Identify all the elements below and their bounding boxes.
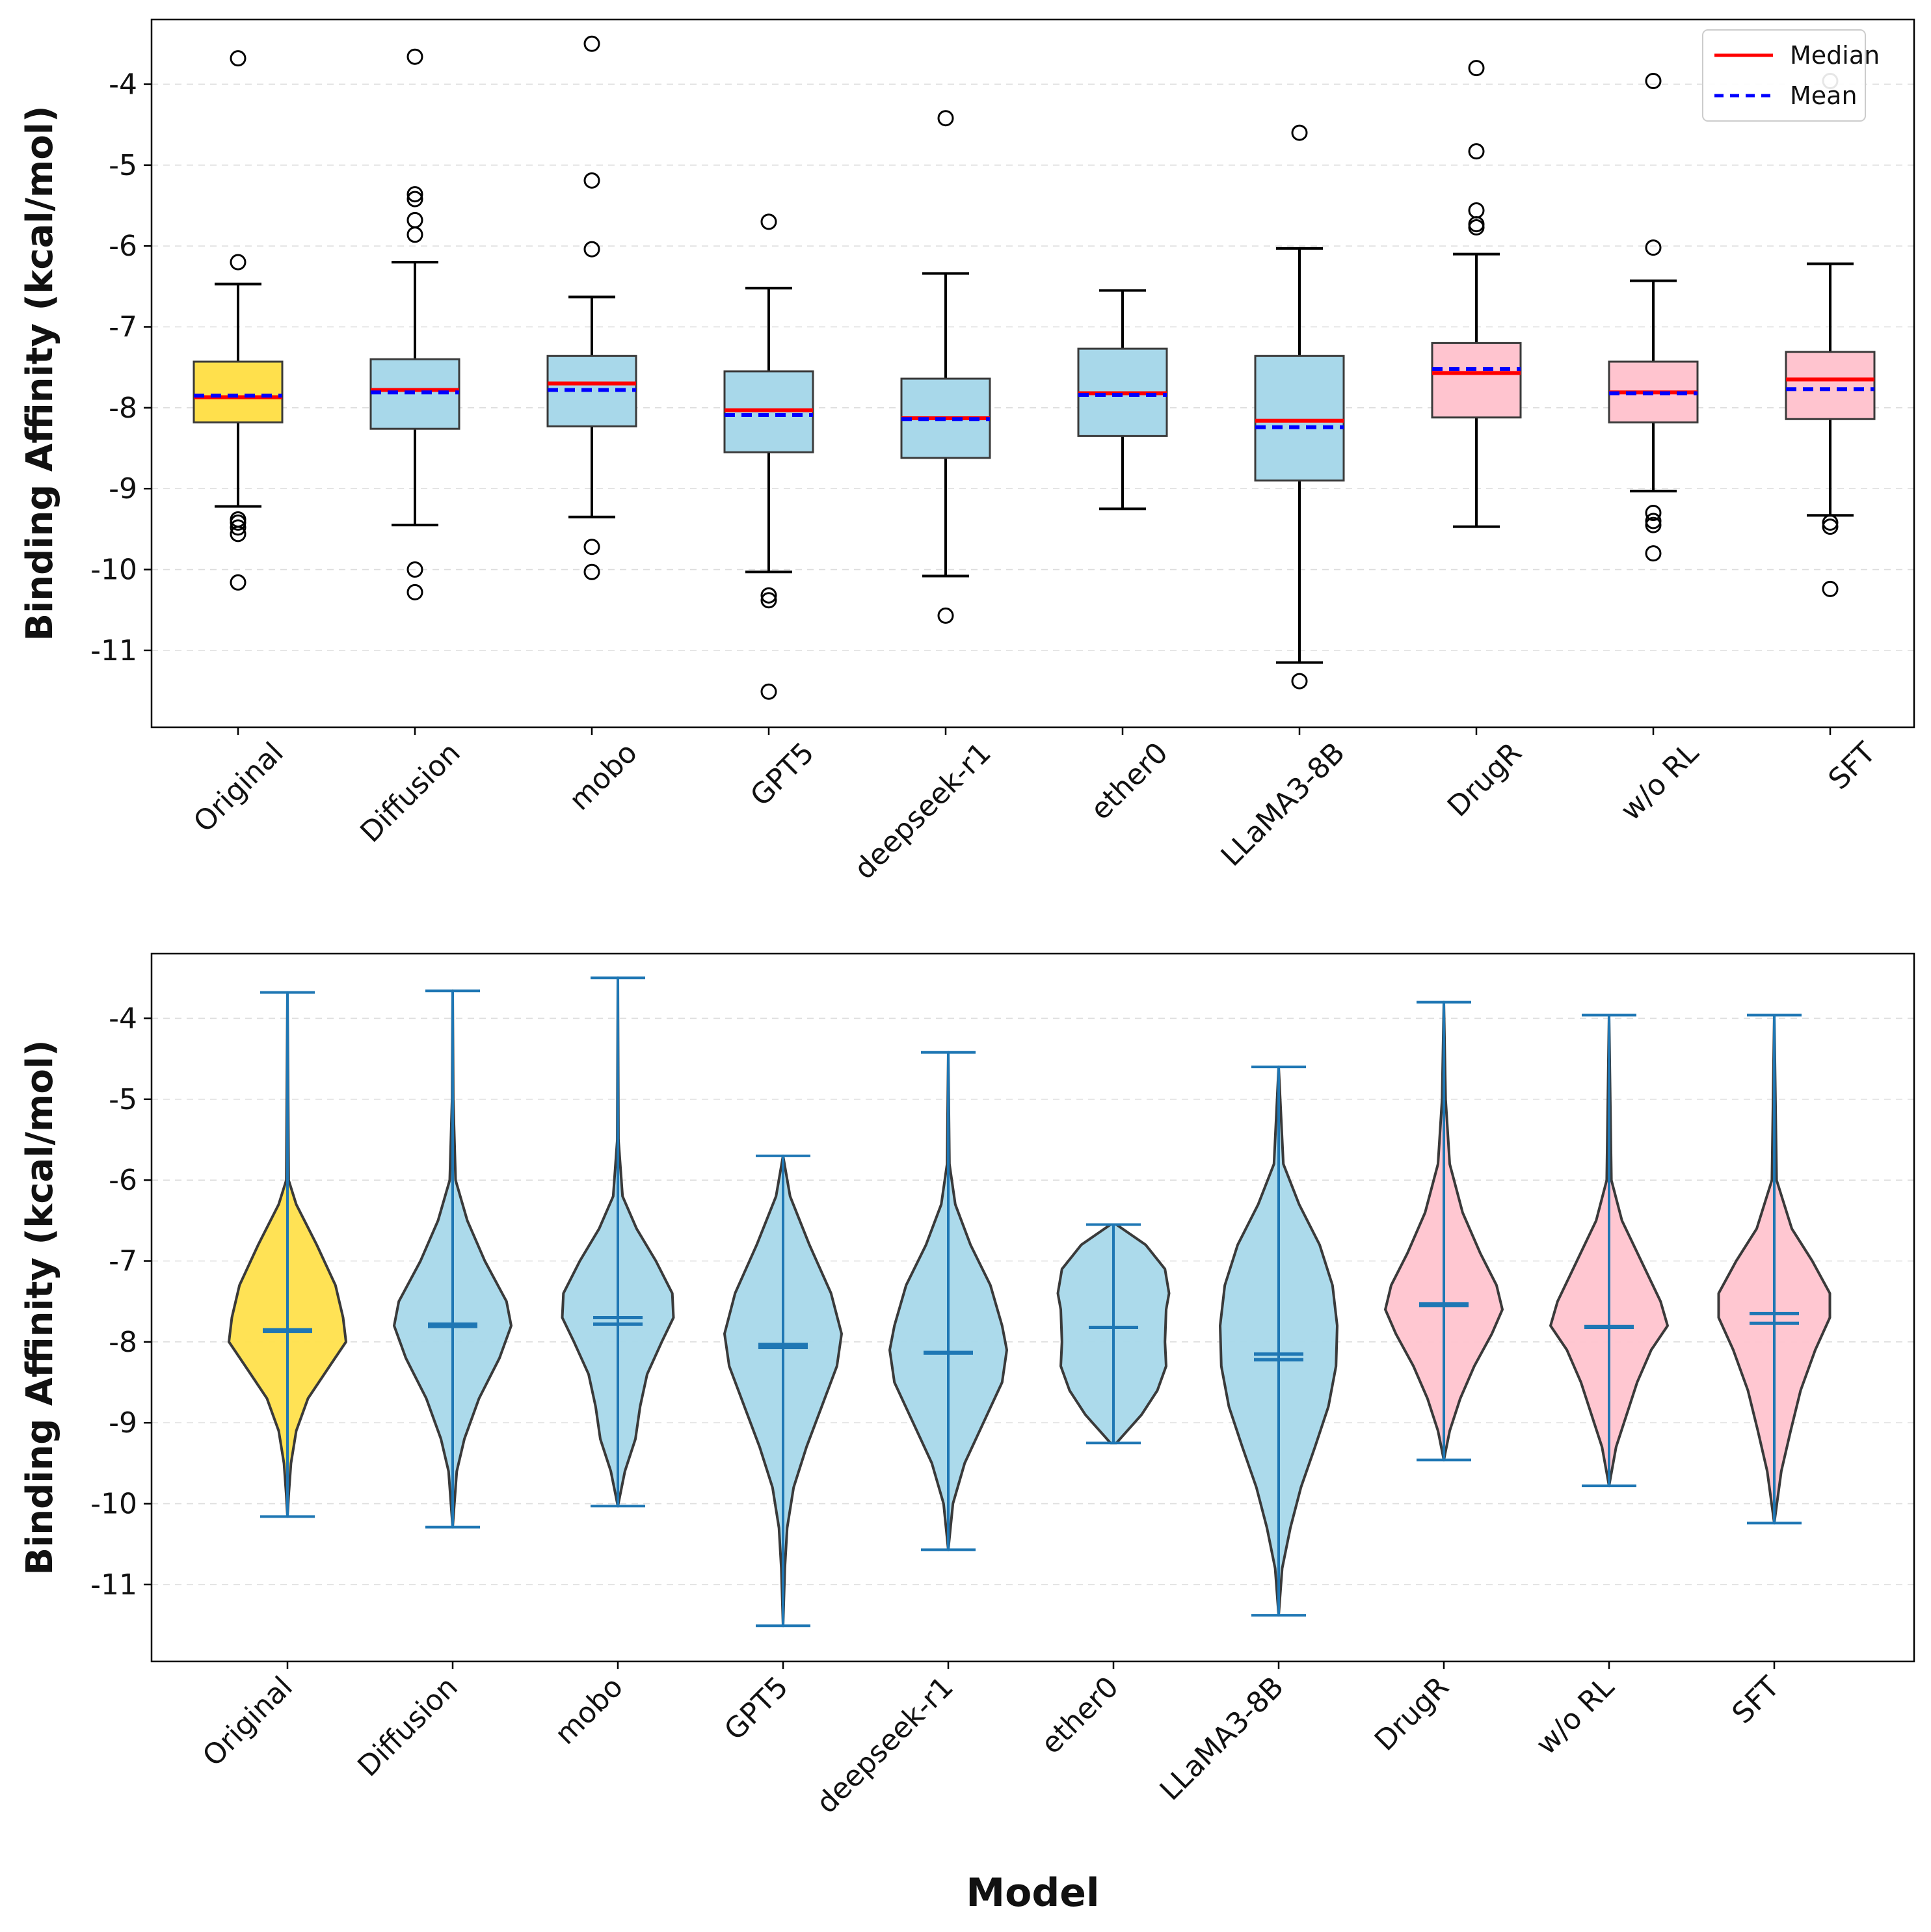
outlier-point [1645, 73, 1662, 90]
outlier-point [1468, 143, 1485, 160]
outlier-point [1645, 504, 1662, 521]
outlier-point [230, 574, 246, 591]
outlier-point [1645, 545, 1662, 562]
outlier-point [1822, 580, 1839, 597]
outlier-point [1645, 513, 1662, 530]
violin-y-tick-label: -10 [90, 1488, 137, 1521]
outlier-point [230, 50, 246, 67]
outlier-point [937, 110, 954, 127]
violin-plot-frame [150, 952, 1915, 1663]
outlier-point [760, 683, 777, 700]
violin-x-axis-label: Model [966, 1870, 1099, 1916]
violin-group-original [228, 991, 347, 1518]
violin-y-axis-label: Binding Affinity (kcal/mol) [19, 1040, 61, 1575]
violin-y-tick-label: -6 [109, 1164, 137, 1197]
outlier-point [406, 561, 423, 578]
box-y-tick-label: -8 [109, 392, 137, 425]
legend-mean-label: Mean [1790, 81, 1858, 110]
violin-y-tick-label: -5 [109, 1083, 137, 1116]
box-group-ether0 [1077, 289, 1168, 511]
box-y-tick-label: -9 [109, 472, 137, 505]
legend-frame [1702, 29, 1866, 122]
violin-group-deepseek-r1 [888, 1051, 1008, 1551]
violin-y-ticks: -4 -5 -6 -7 -8 -9 -10 -11 [90, 1002, 152, 1602]
box-iqr [1785, 351, 1876, 420]
violin-group-mobo [561, 976, 675, 1508]
box-group-w-o-rl [1608, 73, 1699, 562]
outlier-point [583, 241, 600, 258]
box-y-tick-label: -6 [109, 230, 137, 263]
box-y-axis-label: Binding Affinity (kcal/mol) [19, 105, 61, 641]
box-iqr [193, 360, 284, 423]
box-group-mobo [546, 35, 637, 580]
outlier-point [406, 191, 423, 208]
violin-group-sft [1717, 1013, 1831, 1525]
box-group-drugr [1431, 60, 1522, 528]
violin-y-tick-label: -7 [109, 1245, 137, 1278]
outlier-point [406, 584, 423, 600]
outlier-point [583, 172, 600, 189]
box-group-sft [1785, 73, 1876, 597]
violin-y-tick-label: -8 [109, 1326, 137, 1359]
outlier-point [1468, 60, 1485, 77]
box-y-tick-label: -7 [109, 311, 137, 344]
violin-group-diffusion [393, 989, 513, 1529]
outlier-point [1645, 239, 1662, 256]
box-y-ticks: -4 -5 -6 -7 -8 -9 -10 -11 [90, 68, 152, 667]
violin-y-tick-label: -9 [109, 1406, 137, 1440]
outlier-point [583, 539, 600, 556]
outlier-point [406, 186, 423, 203]
violin-y-tick-label: -11 [90, 1568, 137, 1602]
violin-plot-marks [228, 976, 1831, 1628]
violin-group-ether0 [1056, 1223, 1171, 1445]
box-y-tick-label: -11 [90, 634, 137, 667]
outlier-point [230, 254, 246, 271]
violin-group-w-o-rl [1549, 1013, 1669, 1488]
outlier-point [1291, 673, 1308, 690]
outlier-point [1822, 514, 1839, 531]
box-group-gpt5 [723, 213, 814, 700]
box-group-deepseek-r1 [900, 110, 991, 624]
violin-group-drugr [1384, 1000, 1504, 1462]
outlier-point [230, 526, 246, 543]
box-y-tick-label: -4 [109, 68, 137, 101]
outlier-point [937, 607, 954, 624]
outlier-point [230, 519, 246, 536]
outlier-point [1822, 518, 1839, 535]
violin-group-gpt5 [723, 1154, 843, 1628]
box-plot-marks [193, 35, 1876, 700]
outlier-point [406, 48, 423, 65]
outlier-point [583, 35, 600, 52]
outlier-point [760, 587, 777, 604]
box-y-tick-label: -10 [90, 554, 137, 587]
outlier-point [1291, 124, 1308, 141]
outlier-point [230, 514, 246, 531]
box-iqr [1254, 355, 1345, 482]
box-group-diffusion [369, 48, 460, 600]
outlier-point [1645, 517, 1662, 533]
box-y-tick-label: -5 [109, 149, 137, 182]
outlier-point [760, 592, 777, 609]
outlier-point [406, 226, 423, 243]
box-group-original [193, 50, 284, 591]
box-iqr [1431, 342, 1522, 419]
outlier-point [760, 213, 777, 230]
box-legend: Median Mean [1702, 29, 1880, 122]
box-plot-frame [150, 18, 1915, 729]
outlier-point [583, 563, 600, 580]
box-group-llama3-8b [1254, 124, 1345, 690]
violin-y-tick-label: -4 [109, 1002, 137, 1035]
outlier-point [1468, 219, 1485, 236]
violin-group-llama3-8b [1219, 1066, 1338, 1617]
legend-median-label: Median [1790, 41, 1880, 70]
